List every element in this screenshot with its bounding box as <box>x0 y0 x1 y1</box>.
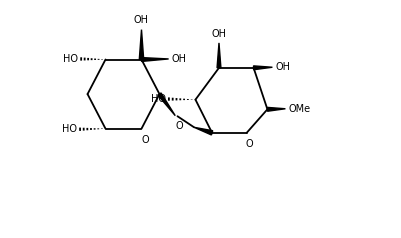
Polygon shape <box>141 58 168 61</box>
Text: O: O <box>174 121 182 131</box>
Text: HO: HO <box>151 94 166 104</box>
Polygon shape <box>194 127 212 135</box>
Text: OH: OH <box>274 62 290 72</box>
Polygon shape <box>217 43 221 68</box>
Polygon shape <box>253 66 272 70</box>
Text: HO: HO <box>63 54 78 64</box>
Text: O: O <box>245 139 252 149</box>
Text: O: O <box>141 135 148 145</box>
Text: OMe: OMe <box>288 104 310 114</box>
Text: HO: HO <box>62 124 77 134</box>
Text: OH: OH <box>134 15 149 25</box>
Polygon shape <box>158 93 175 116</box>
Polygon shape <box>139 30 143 60</box>
Text: OH: OH <box>171 54 186 64</box>
Text: OH: OH <box>211 29 226 39</box>
Polygon shape <box>267 107 285 111</box>
